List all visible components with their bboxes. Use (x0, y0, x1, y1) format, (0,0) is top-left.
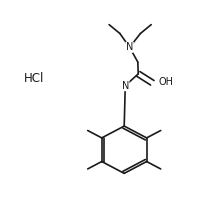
Text: N: N (126, 42, 133, 52)
Text: N: N (122, 81, 129, 91)
Text: OH: OH (158, 77, 173, 87)
Text: HCl: HCl (24, 72, 45, 85)
